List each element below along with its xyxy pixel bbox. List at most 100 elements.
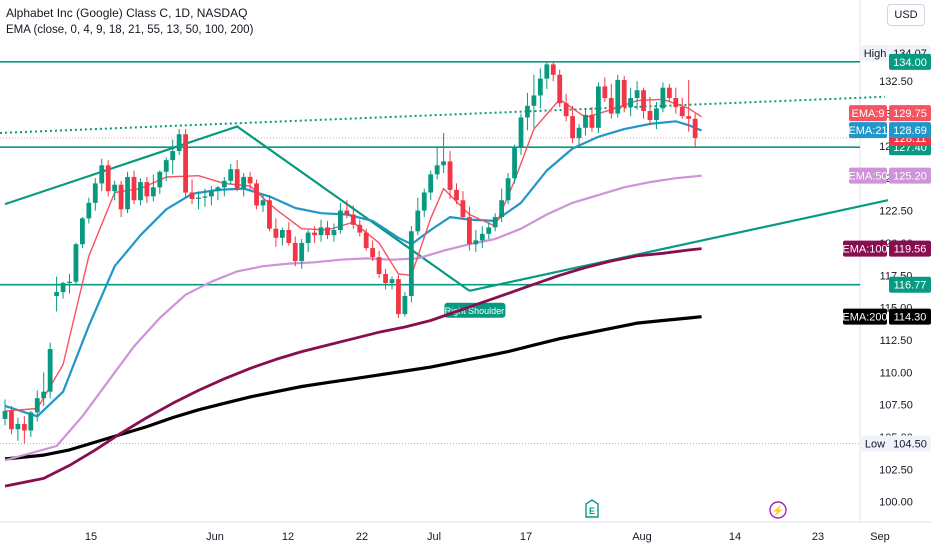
candle [183, 129, 188, 198]
currency-button[interactable]: USD [887, 4, 925, 26]
candle-body [479, 233, 485, 241]
candle [34, 390, 40, 422]
candle-body [344, 210, 350, 215]
ema50-line [4, 174, 702, 462]
candle [138, 178, 143, 206]
candle [563, 94, 569, 122]
candle [686, 79, 692, 132]
low-label-value: 104.50 [893, 438, 927, 450]
candle-body [138, 182, 143, 201]
candle [99, 158, 105, 192]
candle [41, 372, 47, 406]
candle [247, 171, 253, 190]
candle [344, 200, 350, 219]
candle [679, 98, 685, 119]
candle [325, 220, 330, 240]
ema-label-name: EMA:50 [848, 171, 887, 183]
candle [402, 292, 408, 317]
high-label-name-bg [861, 45, 889, 62]
candle [241, 173, 247, 197]
time-axis: 15 Jun 12 22 Jul 17 Aug 14 23 Sep [85, 531, 890, 543]
dividend-marker: ⚡ [769, 501, 787, 519]
candle-body [441, 161, 446, 166]
candle-body [209, 191, 214, 197]
ema-label-value: 128.69 [893, 125, 927, 137]
ema-label-value-bg [889, 167, 931, 184]
candle-body [518, 117, 524, 148]
candle-body [157, 171, 163, 188]
candle [331, 223, 337, 242]
candle-body [73, 244, 79, 282]
candle [525, 92, 530, 131]
time-tick: 14 [729, 531, 741, 543]
ema-label-name: EMA:9 [851, 108, 884, 120]
candle-body [421, 192, 427, 211]
level-label-bg [889, 276, 931, 293]
dividend-marker-glyph: ⚡ [772, 504, 784, 517]
ema-label-value: 129.75 [893, 108, 927, 120]
candle-body [105, 165, 111, 192]
time-tick: 12 [282, 531, 294, 543]
candle-body [628, 98, 634, 108]
ema-label-value-bg [889, 308, 931, 325]
ema-label-name-bg [843, 240, 887, 257]
candle [260, 195, 266, 212]
candle-body [60, 283, 66, 293]
candle-body [163, 160, 169, 172]
candle-body [563, 103, 569, 117]
ema-label-name-bg [849, 122, 887, 139]
ema-lines [4, 98, 703, 488]
candle [125, 171, 130, 214]
candle [67, 273, 72, 294]
candle [228, 164, 234, 185]
candle [634, 81, 640, 110]
candle-body [621, 79, 627, 108]
ema100-line [4, 247, 702, 488]
candle [299, 239, 305, 269]
candle-body [215, 187, 221, 192]
candle [105, 160, 111, 197]
event-markers: E ⚡ [585, 499, 787, 519]
candle [305, 229, 311, 252]
candle [550, 61, 556, 82]
candle-body [647, 110, 653, 121]
candle [428, 170, 434, 201]
candle-body [634, 90, 640, 99]
candle-body [228, 169, 234, 181]
symbol-title: Alphabet Inc (Google) Class C, 1D, NASDA… [6, 6, 248, 20]
candle-body [292, 242, 298, 262]
candle-body [505, 178, 511, 201]
candle [596, 82, 601, 133]
indicator-legend[interactable]: EMA (close, 0, 4, 9, 18, 21, 55, 13, 50,… [6, 24, 254, 36]
candle [286, 222, 292, 246]
time-tick: Jul [427, 531, 441, 543]
candle-body [428, 174, 434, 193]
candle-body [376, 257, 382, 274]
candle-body [260, 200, 266, 206]
candle-body [28, 412, 34, 431]
candle-body [583, 114, 588, 128]
time-tick: 23 [812, 531, 824, 543]
candle-body [692, 118, 698, 139]
candle-body [247, 176, 253, 184]
time-tick: Jun [206, 531, 224, 543]
candle [157, 170, 163, 194]
candle-body [196, 197, 201, 199]
candle-body [86, 202, 92, 219]
price-labels: High134.07Low104.50134.00127.40116.77128… [842, 45, 931, 452]
candle [234, 160, 240, 192]
candle-body [499, 200, 505, 218]
candle [454, 183, 459, 205]
candle-body [654, 108, 659, 121]
low-label-value-bg [889, 435, 931, 452]
earnings-marker-letter: E [589, 506, 595, 516]
candle-body [170, 151, 176, 161]
candle [460, 191, 466, 220]
candle [544, 60, 550, 89]
candle [570, 105, 575, 144]
head-and-shoulders-pattern: Right Shoulder [0, 95, 889, 318]
candle-body [402, 295, 408, 315]
candle-body [537, 78, 543, 96]
candle-body [383, 273, 388, 284]
